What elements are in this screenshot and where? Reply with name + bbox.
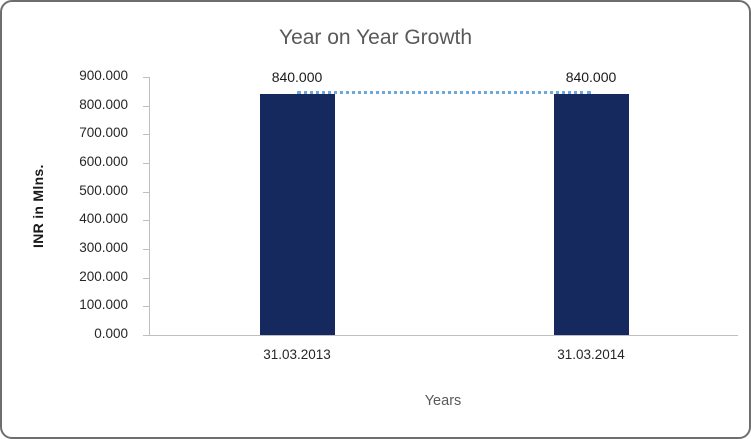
bar-31.03.2014 <box>553 94 629 335</box>
y-tick-mark <box>143 249 150 250</box>
y-tick-label: 900.000 <box>79 68 128 83</box>
y-tick-label: 700.000 <box>79 125 128 141</box>
y-tick-mark <box>143 163 150 164</box>
y-axis-labels: 0.000 100.000 200.000 300.000 400.000 500.000… <box>2 68 142 341</box>
x-category-label: 31.03.2013 <box>263 347 331 362</box>
bar-31.03.2013 <box>259 94 335 335</box>
y-tick-mark <box>143 306 150 308</box>
plot-area: 840.000 31.03.2013 840.000 31.03.2014 <box>143 69 738 362</box>
y-tick-label: 200.000 <box>79 268 128 284</box>
chart-title: Year on Year Growth <box>278 26 473 49</box>
y-tick-label: 0.000 <box>94 326 128 341</box>
y-tick-mark <box>143 105 150 107</box>
trendline <box>297 91 591 95</box>
x-axis-title: Years <box>424 393 462 409</box>
y-tick-mark <box>143 191 150 193</box>
y-tick-label: 600.000 <box>79 154 128 169</box>
y-tick-mark <box>143 335 150 336</box>
y-tick-label: 300.000 <box>79 240 128 255</box>
y-tick-label: 400.000 <box>79 211 128 227</box>
y-tick-mark <box>143 277 150 279</box>
y-tick-label: 800.000 <box>79 96 128 112</box>
y-tick-mark <box>143 77 150 78</box>
x-category-label: 31.03.2014 <box>557 347 625 362</box>
y-tick-label: 100.000 <box>79 297 128 313</box>
y-tick-mark <box>143 134 150 136</box>
y-tick-label: 500.000 <box>79 182 128 198</box>
bar-value-label: 840.000 <box>271 69 323 86</box>
y-tick-mark <box>143 220 150 222</box>
bar-value-label: 840.000 <box>565 69 617 86</box>
